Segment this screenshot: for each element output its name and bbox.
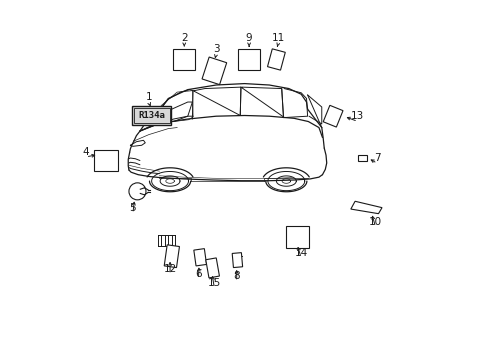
Text: 13: 13 (350, 111, 364, 121)
Text: 2: 2 (181, 33, 187, 43)
Polygon shape (205, 258, 219, 278)
Text: 4: 4 (82, 147, 89, 157)
Polygon shape (350, 201, 381, 214)
Polygon shape (267, 49, 285, 70)
Text: 15: 15 (207, 278, 221, 288)
Text: 7: 7 (373, 153, 380, 163)
Text: 11: 11 (271, 33, 284, 43)
Text: 3: 3 (212, 44, 219, 54)
Text: 5: 5 (129, 203, 136, 213)
Text: R134a: R134a (138, 111, 165, 120)
Bar (238, 49, 259, 70)
Polygon shape (164, 245, 179, 267)
Text: 1: 1 (145, 92, 152, 102)
Bar (285, 226, 308, 248)
Text: 8: 8 (233, 271, 240, 282)
Bar (93, 149, 118, 171)
Text: 12: 12 (163, 264, 176, 274)
Text: 14: 14 (294, 248, 307, 258)
Polygon shape (202, 57, 226, 85)
Bar (133, 108, 169, 123)
Bar (132, 106, 171, 125)
Text: 9: 9 (245, 33, 252, 43)
Polygon shape (193, 249, 206, 266)
Polygon shape (323, 105, 342, 127)
Bar (173, 49, 195, 70)
Polygon shape (232, 253, 242, 267)
Text: 6: 6 (195, 269, 202, 279)
Text: 10: 10 (368, 217, 382, 227)
Bar (357, 155, 366, 161)
